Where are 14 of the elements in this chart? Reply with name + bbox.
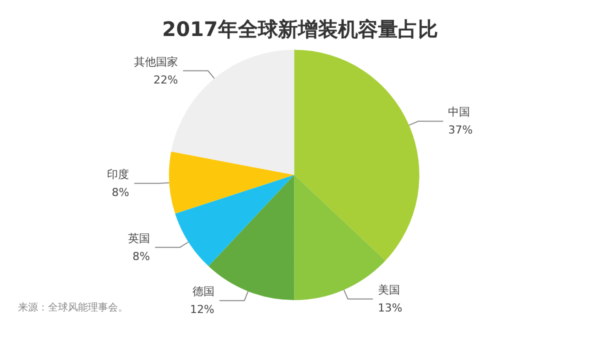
slice-label: 其他国家 [134,55,178,68]
data-label: 8% [132,250,150,263]
data-label: 8% [112,186,130,199]
slice-label: 德国 [192,285,214,298]
slice-label: 美国 [378,283,400,296]
slice-label: 中国 [448,106,470,119]
slice-label: 英国 [128,232,150,245]
slice-label: 印度 [107,168,130,181]
source-note: 来源：全球风能理事会。 [18,302,128,314]
data-label: 22% [154,73,178,86]
data-label: 13% [378,301,402,314]
chart-title: 2017年全球新增装机容量占比 [162,17,438,41]
data-label: 12% [190,303,214,316]
data-label: 37% [448,124,473,137]
